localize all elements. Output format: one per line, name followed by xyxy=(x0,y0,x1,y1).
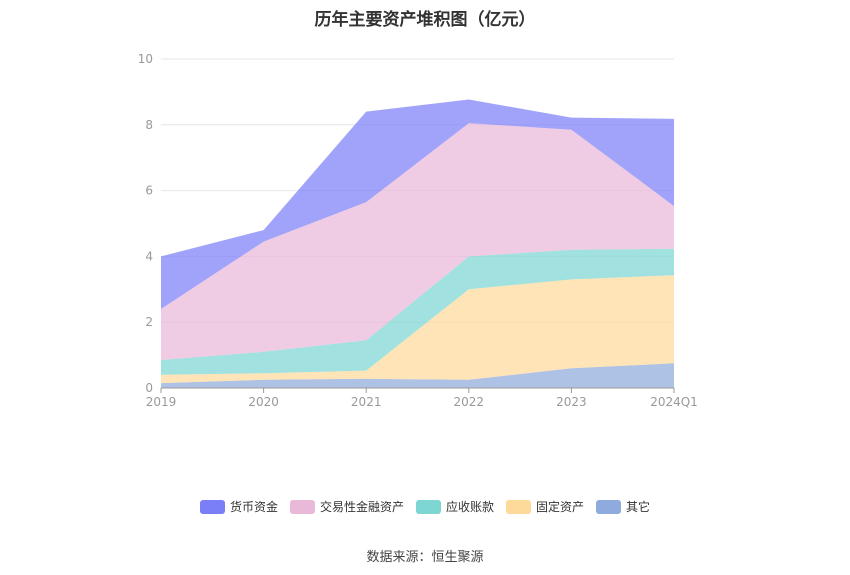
legend-swatch xyxy=(289,499,315,514)
legend-item[interactable]: 其它 xyxy=(596,498,650,515)
legend-label: 货币资金 xyxy=(229,500,278,514)
area-货币资金 xyxy=(161,99,674,309)
legend-label: 应收账款 xyxy=(445,500,494,514)
x-tick-label: 2024Q1 xyxy=(650,395,698,409)
x-tick-label: 2020 xyxy=(248,395,279,409)
axes: 0 2 4 6 8 10 2019 2020 2021 2022 2023 2024Q1 xyxy=(138,52,698,409)
y-tick-label: 4 xyxy=(145,249,153,263)
area-应收账款 xyxy=(161,248,674,375)
legend-swatch xyxy=(506,499,531,514)
y-tick-label: 10 xyxy=(138,52,153,66)
x-tick-label: 2022 xyxy=(454,395,485,409)
x-tick-label: 2021 xyxy=(351,395,382,409)
x-tick-label: 2023 xyxy=(556,395,587,409)
area-固定资产 xyxy=(161,275,674,384)
legend-item[interactable]: 货币资金 xyxy=(199,498,278,515)
legend-swatch xyxy=(415,499,441,514)
legend-label: 交易性金融资产 xyxy=(319,500,404,514)
area-series xyxy=(161,99,674,388)
legend-item[interactable]: 固定资产 xyxy=(506,498,584,515)
y-tick-label: 6 xyxy=(145,184,153,198)
legend-item[interactable]: 交易性金融资产 xyxy=(289,498,404,515)
area-其它 xyxy=(161,363,674,388)
chart-title: 历年主要资产堆积图（亿元） xyxy=(314,10,536,30)
x-tick-label: 2019 xyxy=(146,395,177,409)
legend-swatch xyxy=(199,499,225,514)
legend-swatch xyxy=(596,499,622,514)
data-source: 数据来源：恒生聚源 xyxy=(366,550,484,565)
y-tick-label: 0 xyxy=(145,381,153,395)
area-交易性金融资产 xyxy=(161,123,674,360)
y-tick-label: 2 xyxy=(145,315,153,329)
legend: 货币资金 交易性金融资产 应收账款 固定资产 其它 xyxy=(0,498,850,515)
y-tick-label: 8 xyxy=(145,118,153,132)
legend-item[interactable]: 应收账款 xyxy=(415,498,494,515)
legend-label: 其它 xyxy=(626,500,651,514)
legend-label: 固定资产 xyxy=(536,500,585,514)
